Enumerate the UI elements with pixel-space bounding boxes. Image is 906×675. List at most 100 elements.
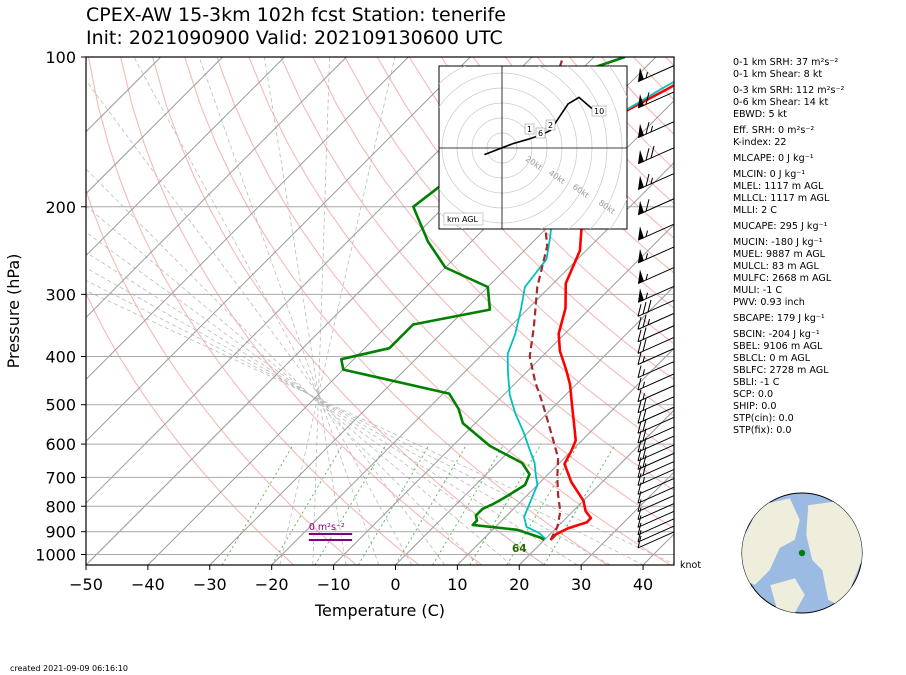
barb-flag — [637, 507, 642, 520]
barb-flag — [637, 317, 642, 330]
isotherm — [209, 100, 674, 565]
barb-pennant — [638, 288, 644, 303]
isotherm — [333, 223, 674, 565]
barb-shaft — [637, 452, 675, 470]
moist-adiabat — [86, 279, 644, 565]
barb-shaft — [637, 503, 675, 521]
barb-flag — [637, 377, 642, 391]
barb-shaft — [637, 486, 675, 504]
wind-barb — [637, 285, 675, 303]
wind-barb — [637, 361, 675, 379]
mixing-ratio-line — [314, 443, 387, 565]
parameter-line: MLEL: 1117 m AGL — [733, 181, 824, 192]
barb-flag — [642, 428, 647, 441]
hodograph-box — [438, 65, 628, 230]
barb-shaft — [637, 416, 675, 434]
hodograph-marker-box — [524, 123, 535, 135]
barb-flag — [642, 398, 647, 411]
created-timestamp: created 2021-09-09 06:16:10 — [10, 664, 128, 673]
y-axis-label: Pressure (hPa) — [4, 254, 23, 369]
axes-frame — [85, 56, 675, 566]
mixing-ratio-line — [469, 443, 542, 565]
barb-shaft — [637, 406, 675, 424]
wind-barb — [637, 223, 675, 241]
barb-half-flag — [647, 318, 650, 326]
barb-pennant — [638, 269, 644, 284]
barb-half-flag — [642, 477, 645, 484]
barb-half-flag — [645, 230, 648, 237]
wind-barb — [637, 65, 675, 83]
station-globe — [741, 492, 863, 614]
isotherm — [86, 57, 471, 442]
y-tick-label: 100 — [45, 48, 76, 67]
parameter-line: MLLCL: 1117 m AGL — [733, 193, 830, 204]
y-tick-label: 200 — [45, 198, 76, 217]
wind-barb — [637, 91, 675, 109]
barb-shaft — [637, 435, 675, 453]
mixing-ratio-line — [506, 443, 579, 565]
chart-title: CPEX-AW 15-3km 102h fcst Station: teneri… — [86, 4, 506, 26]
plot-frame — [85, 56, 675, 566]
barb-shaft — [637, 267, 675, 285]
isotherm — [518, 409, 674, 565]
hodograph-unit-label: km AGL — [447, 215, 479, 224]
barb-shaft — [637, 361, 675, 379]
barb-flag — [637, 329, 642, 342]
barb-pennant — [638, 226, 644, 241]
barb-flag — [637, 304, 642, 317]
wind-barb — [637, 468, 675, 486]
moist-adiabat — [86, 79, 446, 565]
barb-pennant — [638, 248, 644, 263]
barb-shaft — [637, 478, 675, 495]
mixing-ratio-line — [221, 443, 294, 565]
barb-flag — [637, 430, 642, 444]
dewpoint-trace — [340, 57, 626, 542]
wind-barb — [637, 416, 675, 434]
parameter-line: MULI: -1 C — [733, 285, 783, 296]
barb-half-flag — [645, 253, 648, 260]
parameter-line: MULCL: 83 m AGL — [733, 261, 819, 272]
barb-flag — [650, 145, 655, 159]
wind-barb — [637, 406, 675, 424]
wind-barb — [637, 373, 675, 391]
parameter-line: PWV: 0.93 inch — [733, 297, 805, 308]
barb-flag — [637, 421, 642, 434]
barb-flag — [637, 522, 642, 535]
x-tick-label: 0 — [390, 575, 400, 594]
x-tick-label: 10 — [447, 575, 467, 594]
wind-unit-label: knot — [680, 560, 702, 571]
isotherm — [86, 57, 409, 381]
wind-barb — [637, 503, 675, 521]
barb-flag — [637, 529, 642, 543]
dry-adiabat — [120, 57, 483, 565]
moist-adiabat — [86, 251, 578, 565]
parameter-line: SBCAPE: 179 J kg⁻¹ — [733, 313, 825, 324]
barb-flag — [637, 465, 642, 478]
barb-pennant — [638, 175, 644, 190]
dry-adiabat — [248, 57, 674, 530]
x-tick-label: −50 — [69, 575, 103, 594]
wind-barb — [637, 495, 675, 512]
barb-flag — [645, 199, 650, 212]
wind-barb — [637, 396, 675, 414]
parameter-line: MULFC: 2668 m AGL — [733, 273, 832, 284]
barb-shaft — [637, 91, 675, 109]
wind-barb — [637, 121, 675, 139]
barb-shaft — [637, 285, 675, 303]
barb-half-flag — [645, 71, 648, 79]
dry-adiabat — [472, 57, 674, 274]
barb-flag — [637, 411, 642, 424]
barb-shaft — [637, 325, 675, 343]
isotherm — [271, 161, 674, 565]
parameter-line: MLLI: 2 C — [733, 205, 777, 216]
mixing-ratio-line — [395, 443, 468, 565]
moist-adiabat — [133, 57, 413, 565]
barb-pennant — [638, 149, 644, 164]
barb-shaft — [637, 312, 675, 330]
moist-adiabat — [86, 290, 674, 565]
parameter-line: K-index: 22 — [733, 137, 787, 148]
barb-flag — [642, 315, 647, 328]
x-tick-label: 40 — [633, 575, 653, 594]
isotherm — [457, 347, 674, 565]
